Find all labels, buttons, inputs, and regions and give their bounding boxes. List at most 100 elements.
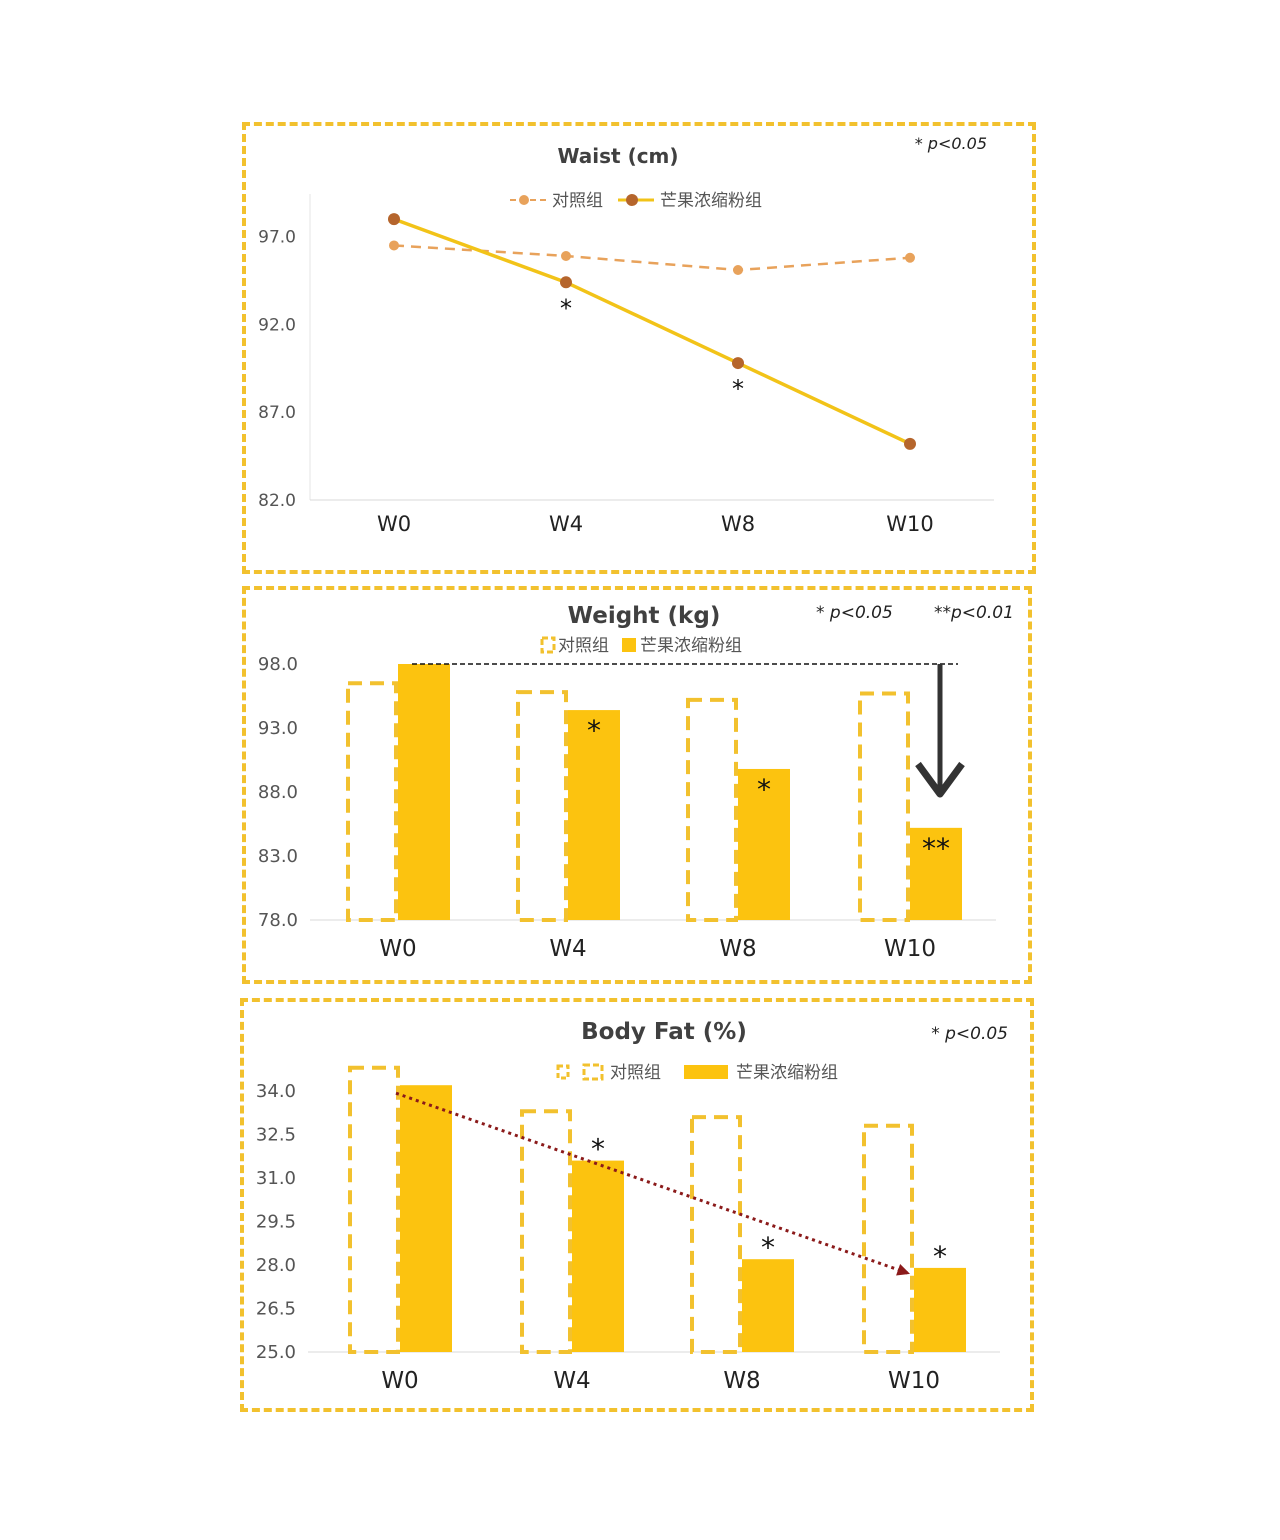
- bodyfat-legend: 对照组 芒果浓缩粉组: [556, 1063, 838, 1083]
- significance-note-p05: * p<0.05: [816, 603, 893, 623]
- trend-arrow-head: [896, 1263, 910, 1276]
- significance-star: *: [560, 294, 572, 322]
- legend-treatment-swatch: [622, 638, 636, 652]
- treatment-bar: [914, 1267, 966, 1352]
- x-category-labels: W0 W4 W8 W10: [381, 1368, 940, 1394]
- y-tick-label: 34.0: [256, 1081, 296, 1102]
- treatment-bar: [398, 664, 450, 920]
- control-bar: [686, 697, 738, 922]
- significance-markers: * * *: [591, 1133, 947, 1273]
- waist-chart: Waist (cm) * p<0.05 对照组 芒果浓缩粉组 97.0 92.0 8…: [258, 134, 994, 536]
- bodyfat-chart-panel: Body Fat (%) * p<0.05 对照组 芒果浓缩粉组 34.0 32.…: [240, 998, 1034, 1412]
- legend-treatment-label: 芒果浓缩粉组: [640, 636, 742, 656]
- treatment-series-line: [393, 217, 911, 446]
- control-bar: [520, 1109, 572, 1354]
- control-bar: [690, 1115, 742, 1354]
- y-tick-label: 82.0: [258, 491, 296, 511]
- legend-treatment-label: 芒果浓缩粉组: [736, 1063, 838, 1083]
- waist-chart-title: Waist (cm): [557, 144, 678, 168]
- treatment-point: [904, 437, 916, 450]
- legend-control-swatch: [540, 636, 556, 654]
- weight-chart: Weight (kg) * p<0.05 **p<0.01 对照组 芒果浓缩粉组…: [258, 603, 1014, 962]
- y-tick-label: 83.0: [258, 846, 298, 867]
- bars: [348, 1065, 966, 1355]
- legend-control-label: 对照组: [610, 1063, 661, 1083]
- x-category-labels: W0 W4 W8 W10: [377, 512, 934, 536]
- treatment-point: [560, 276, 572, 289]
- significance-markers: **: [560, 294, 744, 403]
- y-tick-label: 32.5: [256, 1125, 296, 1146]
- trend-annotation: [395, 1091, 911, 1276]
- legend-treatment-label: 芒果浓缩粉组: [660, 191, 762, 211]
- bodyfat-chart: Body Fat (%) * p<0.05 对照组 芒果浓缩粉组 34.0 32.…: [256, 1019, 1008, 1394]
- x-category-label: W8: [719, 936, 756, 962]
- control-bar: [346, 681, 398, 922]
- control-bar: [862, 1123, 914, 1354]
- y-tick-label: 92.0: [258, 315, 296, 335]
- y-tick-labels: 97.0 92.0 87.0 82.0: [258, 228, 296, 511]
- control-point: [389, 240, 399, 251]
- drop-arrow-head: [915, 761, 965, 798]
- control-bar: [516, 690, 568, 922]
- bodyfat-chart-title: Body Fat (%): [581, 1019, 747, 1045]
- y-tick-label: 78.0: [258, 910, 298, 931]
- y-tick-label: 88.0: [258, 782, 298, 803]
- significance-markers: ****: [587, 714, 950, 865]
- weight-chart-panel: Weight (kg) * p<0.05 **p<0.01 对照组 芒果浓缩粉组…: [242, 586, 1032, 984]
- x-category-label: W0: [379, 936, 416, 962]
- x-category-label: W10: [884, 936, 936, 962]
- legend-treatment-swatch: [684, 1065, 728, 1079]
- y-tick-label: 93.0: [258, 718, 298, 739]
- waist-chart-panel: Waist (cm) * p<0.05 对照组 芒果浓缩粉组 97.0 92.0 8…: [242, 122, 1036, 574]
- weight-drop-annotation: [412, 663, 965, 798]
- y-tick-label: 97.0: [258, 228, 296, 248]
- control-point: [733, 265, 743, 276]
- significance-star: **: [922, 832, 950, 865]
- control-bar: [858, 691, 910, 922]
- x-category-label: W8: [723, 1368, 760, 1394]
- legend-control-marker: [519, 195, 529, 205]
- trend-arrow-line: [395, 1091, 911, 1276]
- y-tick-label: 31.0: [256, 1168, 296, 1189]
- treatment-point: [732, 357, 744, 370]
- significance-note-p01: **p<0.01: [934, 603, 1014, 623]
- significance-star: *: [591, 1133, 605, 1166]
- treatment-bar: [910, 827, 962, 920]
- significance-star: *: [587, 714, 601, 747]
- legend-control-swatch-2: [582, 1063, 604, 1081]
- legend-control-label: 对照组: [552, 191, 603, 211]
- x-category-label: W4: [549, 936, 586, 962]
- y-tick-label: 26.5: [256, 1299, 296, 1320]
- x-category-label: W4: [553, 1368, 590, 1394]
- significance-star: *: [933, 1240, 947, 1273]
- treatment-bar: [572, 1160, 624, 1352]
- data-series: [388, 213, 916, 450]
- x-category-label: W10: [886, 512, 934, 536]
- treatment-bar: [400, 1085, 452, 1352]
- y-tick-label: 87.0: [258, 403, 296, 423]
- legend-treatment-marker: [626, 194, 638, 206]
- treatment-bar: [568, 710, 620, 920]
- control-point: [561, 250, 571, 261]
- waist-legend: 对照组 芒果浓缩粉组: [510, 191, 762, 211]
- control-bar: [348, 1065, 400, 1355]
- significance-star: *: [761, 1231, 775, 1264]
- x-category-labels: W0 W4 W8 W10: [379, 936, 936, 962]
- legend-control-label: 对照组: [558, 636, 609, 656]
- weight-legend: 对照组 芒果浓缩粉组: [540, 636, 742, 656]
- y-tick-labels: 98.0 93.0 88.0 83.0 78.0: [258, 654, 298, 931]
- x-category-label: W0: [381, 1368, 418, 1394]
- x-category-label: W8: [721, 512, 755, 536]
- y-tick-label: 29.5: [256, 1212, 296, 1233]
- y-tick-labels: 34.0 32.5 31.0 29.5 28.0 26.5 25.0: [256, 1081, 296, 1363]
- significance-note: * p<0.05: [915, 134, 987, 153]
- significance-star: *: [757, 773, 771, 806]
- treatment-bar: [738, 768, 790, 920]
- treatment-bar: [742, 1259, 794, 1352]
- weight-chart-title: Weight (kg): [568, 603, 721, 629]
- control-point: [905, 252, 915, 263]
- x-category-label: W0: [377, 512, 411, 536]
- x-category-label: W4: [549, 512, 583, 536]
- x-category-label: W10: [888, 1368, 940, 1394]
- significance-star: *: [732, 375, 744, 403]
